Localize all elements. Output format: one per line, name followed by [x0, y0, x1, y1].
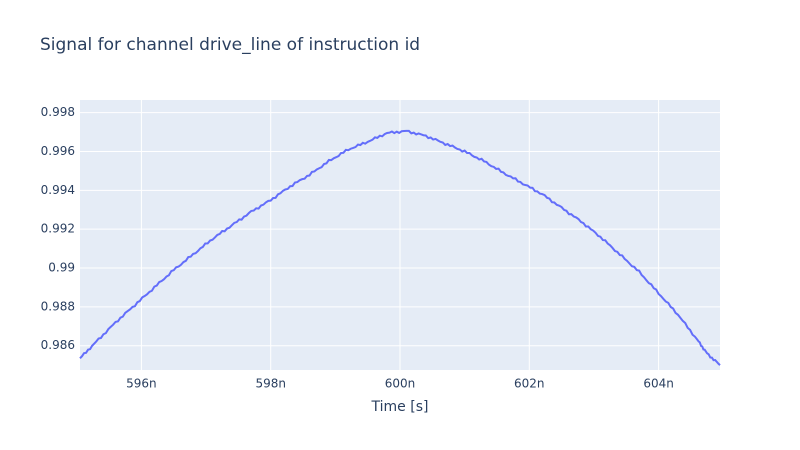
y-gridlines — [80, 112, 720, 347]
series-line[interactable] — [79, 129, 721, 366]
x-gridlines — [140, 100, 660, 370]
y-tick-label: 0.996 — [41, 144, 75, 158]
y-tick-label: 0.998 — [41, 105, 75, 119]
y-tick-label: 0.994 — [41, 183, 75, 197]
x-tick-label: 602n — [514, 377, 545, 391]
x-tick-label: 600n — [385, 377, 416, 391]
chart-title: Signal for channel drive_line of instruc… — [40, 35, 420, 55]
x-tick-labels: 596n 598n 600n 602n 604n — [126, 377, 674, 391]
x-tick-label: 596n — [126, 377, 157, 391]
x-tick-label: 598n — [255, 377, 286, 391]
x-axis-title: Time [s] — [371, 399, 429, 415]
y-tick-label: 0.99 — [48, 261, 75, 275]
y-tick-label: 0.992 — [41, 222, 75, 236]
y-tick-label: 0.986 — [41, 338, 75, 352]
y-tick-label: 0.988 — [41, 299, 75, 313]
x-tick-label: 604n — [643, 377, 674, 391]
y-tick-labels: 0.986 0.988 0.99 0.992 0.994 0.996 0.998 — [41, 105, 75, 352]
